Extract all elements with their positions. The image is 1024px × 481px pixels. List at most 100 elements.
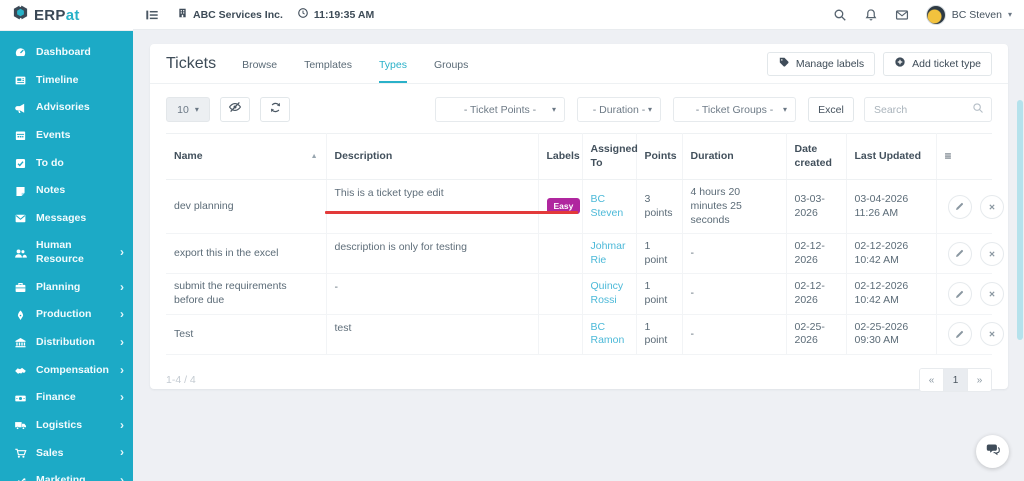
- next-page-button[interactable]: »: [968, 369, 991, 392]
- delete-button[interactable]: [980, 282, 1005, 307]
- label-badge-easy: Easy: [546, 197, 581, 214]
- column-header-date-created[interactable]: Date created: [786, 133, 847, 181]
- chat-fab-button[interactable]: [976, 435, 1009, 468]
- search-input[interactable]: [872, 102, 968, 117]
- cell-date-created: 02-12-2026: [786, 273, 847, 315]
- prev-page-button[interactable]: «: [920, 369, 944, 392]
- cell-name: Test: [166, 314, 327, 356]
- edit-button[interactable]: [947, 194, 972, 219]
- cell-labels: [538, 314, 583, 356]
- column-header-name[interactable]: ▲ Name: [166, 133, 327, 181]
- cell-description: description is only for testing: [326, 233, 539, 275]
- table-row: export this in the excel description is …: [166, 233, 1005, 275]
- money-icon: [13, 392, 28, 405]
- column-header-last-updated[interactable]: Last Updated: [846, 133, 937, 181]
- column-header-points[interactable]: Points: [636, 133, 683, 181]
- cell-name: dev planning: [166, 179, 327, 235]
- chevron-right-icon: ›: [120, 245, 124, 260]
- delete-button[interactable]: [980, 322, 1005, 347]
- avatar: [925, 4, 946, 25]
- sidebar-item-marketing[interactable]: Marketing ›: [0, 467, 133, 481]
- cell-actions: [936, 233, 1005, 275]
- user-name: BC Steven: [951, 8, 1002, 21]
- sidebar-item-timeline[interactable]: Timeline: [0, 67, 133, 95]
- sidebar-item-todo[interactable]: To do: [0, 150, 133, 178]
- notifications-bell-icon[interactable]: [864, 8, 878, 22]
- sidebar-toggle-icon[interactable]: [145, 8, 159, 22]
- table-header-row: ▲ Name Description Labels Assigned To Poi…: [166, 133, 992, 181]
- user-menu[interactable]: BC Steven ▾: [925, 4, 1012, 25]
- column-header-labels[interactable]: Labels: [538, 133, 583, 181]
- add-ticket-type-button[interactable]: Add ticket type: [883, 51, 992, 76]
- cell-description: -: [326, 273, 539, 315]
- manage-labels-button[interactable]: Manage labels: [766, 51, 876, 76]
- assignee-link[interactable]: Johmar Rie: [590, 240, 626, 266]
- sidebar-item-distribution[interactable]: Distribution ›: [0, 329, 133, 357]
- cell-labels: [538, 233, 583, 275]
- pagination: « 1 »: [919, 368, 992, 393]
- users-icon: [13, 247, 28, 260]
- assignee-link[interactable]: Quincy Rossi: [590, 280, 624, 307]
- refresh-icon: [269, 101, 282, 119]
- column-header-description[interactable]: Description: [326, 133, 539, 181]
- sticky-note-icon: [13, 185, 28, 198]
- page-size-select[interactable]: 10 ▾: [166, 97, 210, 122]
- bank-icon: [13, 336, 28, 349]
- column-header-duration[interactable]: Duration: [682, 133, 787, 181]
- chevron-right-icon: ›: [120, 445, 124, 460]
- cell-duration: 4 hours 20 minutes 25 seconds: [682, 179, 787, 235]
- cell-actions: [936, 179, 1005, 235]
- sidebar-item-sales[interactable]: Sales ›: [0, 440, 133, 468]
- caret-down-icon: ▾: [194, 104, 199, 114]
- table-row: Test test BC Ramon 1 point - 02-25-2026 …: [166, 314, 1005, 356]
- sidebar-item-dashboard[interactable]: Dashboard: [0, 39, 133, 67]
- search-icon[interactable]: [833, 8, 847, 22]
- card-header: Tickets Browse Templates Types Groups Ma…: [150, 44, 1008, 84]
- ticket-points-filter[interactable]: - Ticket Points - ▾: [435, 97, 565, 122]
- current-time: 11:19:35 AM: [313, 8, 375, 21]
- table-row: dev planning This is a ticket type edit …: [166, 179, 1005, 235]
- sidebar-item-advisories[interactable]: Advisories: [0, 94, 133, 122]
- duration-filter[interactable]: - Duration - ▾: [577, 97, 661, 122]
- sidebar-item-events[interactable]: Events: [0, 122, 133, 150]
- edit-button[interactable]: [947, 241, 972, 266]
- assignee-link[interactable]: BC Ramon: [590, 320, 625, 347]
- tab-templates[interactable]: Templates: [304, 58, 352, 71]
- toggle-columns-button[interactable]: [220, 97, 250, 122]
- tab-browse[interactable]: Browse: [242, 58, 278, 71]
- page-scrollbar-thumb[interactable]: [1017, 100, 1023, 340]
- cell-last-updated: 02-25-2026 09:30 AM: [846, 314, 937, 356]
- refresh-button[interactable]: [260, 97, 290, 122]
- sidebar-item-notes[interactable]: Notes: [0, 177, 133, 205]
- cell-last-updated: 02-12-2026 10:42 AM: [846, 233, 937, 275]
- briefcase-icon: [13, 281, 28, 294]
- tab-groups[interactable]: Groups: [433, 58, 469, 71]
- assignee-link[interactable]: BC Steven: [590, 193, 624, 219]
- sidebar-item-logistics[interactable]: Logistics ›: [0, 412, 133, 440]
- column-header-assigned-to[interactable]: Assigned To: [582, 133, 638, 181]
- sidebar-item-production[interactable]: Production ›: [0, 301, 133, 329]
- chevron-right-icon: ›: [120, 417, 124, 432]
- tab-types[interactable]: Types: [378, 44, 407, 83]
- caret-down-icon: ▾: [551, 104, 556, 114]
- cell-duration: -: [682, 273, 787, 315]
- column-menu-icon[interactable]: ≡: [936, 133, 992, 181]
- sidebar-item-finance[interactable]: Finance ›: [0, 384, 133, 412]
- mail-icon[interactable]: [895, 8, 909, 22]
- table-footer: 1-4 / 4 « 1 »: [150, 355, 1008, 405]
- sidebar-item-human-resource[interactable]: Human Resource ›: [0, 232, 133, 273]
- ticket-groups-filter[interactable]: - Ticket Groups - ▾: [673, 97, 796, 122]
- cell-assigned-to: Quincy Rossi: [582, 273, 637, 315]
- excel-export-button[interactable]: Excel: [808, 97, 854, 122]
- edit-button[interactable]: [947, 322, 972, 347]
- delete-button[interactable]: [980, 241, 1005, 266]
- page-number-button[interactable]: 1: [944, 369, 968, 392]
- plus-circle-icon: [894, 56, 906, 71]
- sidebar-item-messages[interactable]: Messages: [0, 205, 133, 233]
- app-logo[interactable]: ERPat: [0, 0, 133, 31]
- sidebar-item-compensation[interactable]: Compensation ›: [0, 357, 133, 385]
- caret-down-icon: ▾: [647, 104, 652, 114]
- delete-button[interactable]: [980, 194, 1005, 219]
- sidebar-item-planning[interactable]: Planning ›: [0, 274, 133, 302]
- edit-button[interactable]: [947, 282, 972, 307]
